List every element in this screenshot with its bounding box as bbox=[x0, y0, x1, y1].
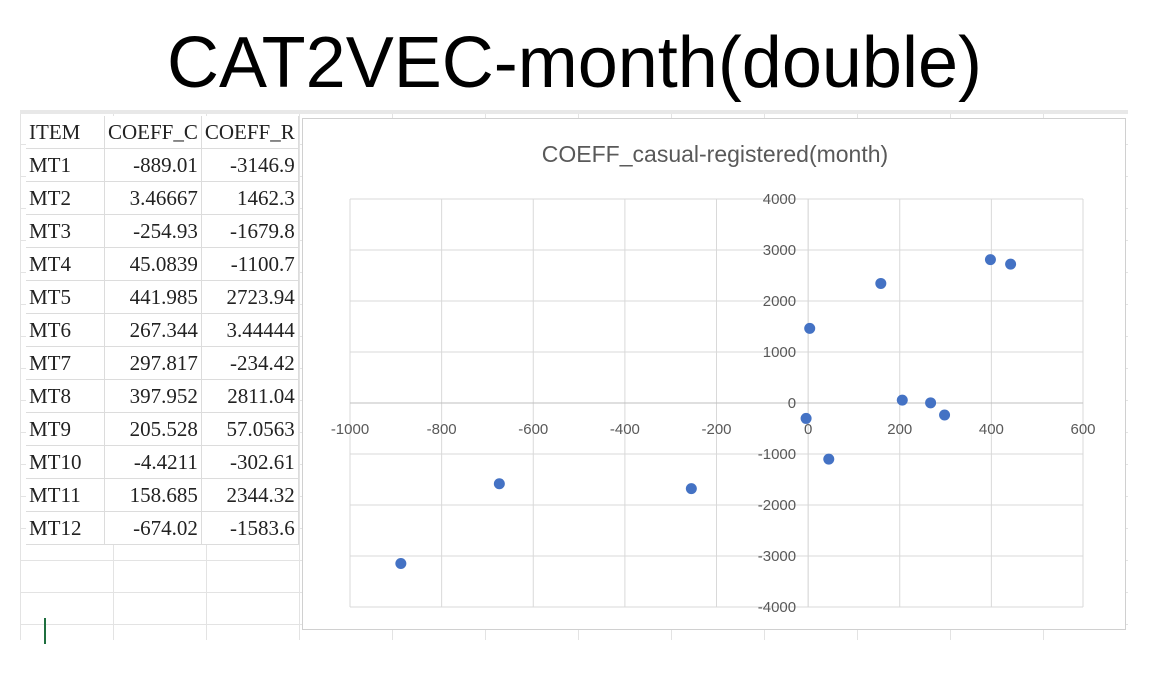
table-cell[interactable]: MT5 bbox=[26, 280, 105, 314]
table-cell[interactable]: 441.985 bbox=[104, 280, 202, 314]
table-cell[interactable]: 3.44444 bbox=[201, 313, 299, 347]
table-row: MT8 397.952 2811.04 bbox=[26, 379, 299, 413]
table-cell[interactable]: MT9 bbox=[26, 412, 105, 446]
x-tick-label: 600 bbox=[1070, 421, 1095, 438]
table-cell[interactable]: 2811.04 bbox=[201, 379, 299, 413]
slide-title: CAT2VEC-month(double) bbox=[167, 23, 982, 103]
data-point bbox=[685, 483, 697, 495]
x-tick-label: -400 bbox=[610, 421, 640, 438]
table-cell[interactable]: -302.61 bbox=[201, 445, 299, 479]
y-tick-label: -2000 bbox=[758, 497, 796, 514]
table-header-cell[interactable]: COEFF_R bbox=[201, 116, 299, 149]
table-cell[interactable]: 297.817 bbox=[104, 346, 202, 380]
table-cell[interactable]: MT11 bbox=[26, 478, 105, 512]
chart-plot: -4000-3000-2000-100001000200030004000-10… bbox=[331, 191, 1096, 616]
x-tick-label: -1000 bbox=[331, 421, 369, 438]
table-cell[interactable]: -1679.8 bbox=[201, 214, 299, 248]
x-tick-label: 400 bbox=[979, 421, 1004, 438]
table-row: MT3 -254.93 -1679.8 bbox=[26, 214, 299, 248]
y-tick-label: 0 bbox=[788, 395, 796, 412]
table-cell[interactable]: MT6 bbox=[26, 313, 105, 347]
table-cell[interactable]: 1462.3 bbox=[201, 181, 299, 215]
table-cell[interactable]: -1100.7 bbox=[201, 247, 299, 281]
row-selection-marker bbox=[44, 618, 46, 644]
table-cell[interactable]: MT3 bbox=[26, 214, 105, 248]
y-tick-label: 4000 bbox=[763, 191, 796, 208]
table-header-cell[interactable]: ITEM bbox=[26, 116, 105, 149]
table-cell[interactable]: 267.344 bbox=[104, 313, 202, 347]
x-tick-label: -800 bbox=[427, 421, 457, 438]
data-point bbox=[896, 394, 908, 406]
table-cell[interactable]: -3146.9 bbox=[201, 148, 299, 182]
table-cell[interactable]: -674.02 bbox=[104, 511, 202, 545]
table-row: MT1 -889.01 -3146.9 bbox=[26, 148, 299, 182]
table-row: MT7 297.817 -234.42 bbox=[26, 346, 299, 380]
y-tick-label: 3000 bbox=[763, 242, 796, 259]
data-point bbox=[800, 412, 812, 424]
y-tick-label: -4000 bbox=[758, 599, 796, 616]
table-row: MT5 441.985 2723.94 bbox=[26, 280, 299, 314]
table-header-row: ITEM COEFF_C COEFF_R bbox=[26, 116, 299, 149]
table-row: MT10 -4.4211 -302.61 bbox=[26, 445, 299, 479]
data-point bbox=[804, 322, 816, 334]
table-cell[interactable]: -234.42 bbox=[201, 346, 299, 380]
table-cell[interactable]: 2723.94 bbox=[201, 280, 299, 314]
table-cell[interactable]: 205.528 bbox=[104, 412, 202, 446]
table-cell[interactable]: MT12 bbox=[26, 511, 105, 545]
data-point bbox=[925, 397, 937, 409]
data-point bbox=[1005, 258, 1017, 270]
y-tick-label: 2000 bbox=[763, 293, 796, 310]
table-cell[interactable]: -1583.6 bbox=[201, 511, 299, 545]
scatter-chart[interactable]: COEFF_casual-registered(month) -4000 -300… bbox=[302, 118, 1126, 630]
table-cell[interactable]: MT10 bbox=[26, 445, 105, 479]
data-point bbox=[493, 478, 505, 490]
x-tick-label: -600 bbox=[518, 421, 548, 438]
table-row: MT12 -674.02 -1583.6 bbox=[26, 511, 299, 545]
table-row: MT11 158.685 2344.32 bbox=[26, 478, 299, 512]
x-tick-label: 200 bbox=[887, 421, 912, 438]
table-cell[interactable]: -4.4211 bbox=[104, 445, 202, 479]
data-point bbox=[823, 453, 835, 465]
data-point bbox=[939, 409, 951, 421]
table-cell[interactable]: MT7 bbox=[26, 346, 105, 380]
table-cell[interactable]: MT2 bbox=[26, 181, 105, 215]
table-cell[interactable]: -254.93 bbox=[104, 214, 202, 248]
table-row: MT6 267.344 3.44444 bbox=[26, 313, 299, 347]
table-cell[interactable]: 57.0563 bbox=[201, 412, 299, 446]
y-tick-label: 1000 bbox=[763, 344, 796, 361]
data-point bbox=[875, 277, 887, 289]
data-point bbox=[984, 254, 996, 266]
data-point bbox=[395, 557, 407, 569]
table-cell[interactable]: -889.01 bbox=[104, 148, 202, 182]
x-tick-label: 0 bbox=[804, 421, 812, 438]
chart-title: COEFF_casual-registered(month) bbox=[541, 141, 889, 167]
table-header-cell[interactable]: COEFF_C bbox=[104, 116, 202, 149]
table-row: MT2 3.46667 1462.3 bbox=[26, 181, 299, 215]
sheet-top-edge bbox=[20, 110, 1128, 114]
table-cell[interactable]: MT4 bbox=[26, 247, 105, 281]
y-tick-label: -1000 bbox=[758, 446, 796, 463]
table-row: MT9 205.528 57.0563 bbox=[26, 412, 299, 446]
y-tick-label: -3000 bbox=[758, 548, 796, 565]
table-cell[interactable]: 158.685 bbox=[104, 478, 202, 512]
table-cell[interactable]: 397.952 bbox=[104, 379, 202, 413]
table-cell[interactable]: MT8 bbox=[26, 379, 105, 413]
x-tick-label: -200 bbox=[701, 421, 731, 438]
table-row: MT4 45.0839 -1100.7 bbox=[26, 247, 299, 281]
table-cell[interactable]: 2344.32 bbox=[201, 478, 299, 512]
data-table: ITEM COEFF_C COEFF_R MT1 -889.01 -3146.9 MT2 3.… bbox=[26, 116, 299, 545]
table-cell[interactable]: MT1 bbox=[26, 148, 105, 182]
table-cell[interactable]: 45.0839 bbox=[104, 247, 202, 281]
table-cell[interactable]: 3.46667 bbox=[104, 181, 202, 215]
